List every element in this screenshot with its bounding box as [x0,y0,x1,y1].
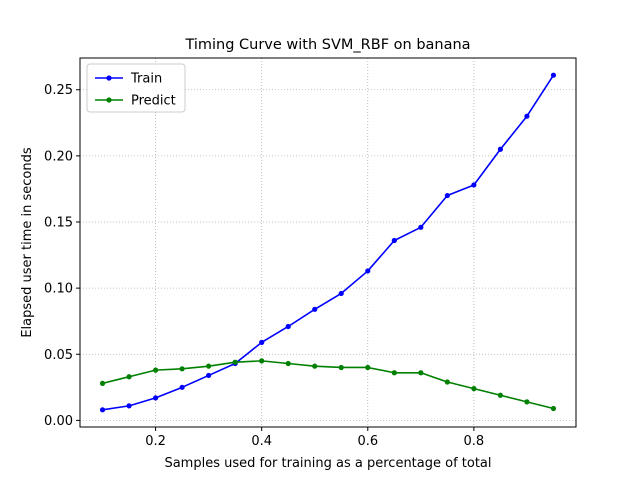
y-axis-label: Elapsed user time in seconds [20,147,35,338]
x-tick-label: 0.4 [251,434,272,449]
train-line [102,74,555,411]
train-point [179,384,185,390]
train-point [99,407,106,413]
legend-label: Train [130,72,162,87]
chart-title: Timing Curve with SVM_RBF on banana [184,37,470,53]
predict-point [312,363,318,369]
train-point [206,372,212,379]
legend-swatch-marker [106,75,112,81]
predict-point [232,359,238,365]
axes-frame [79,57,577,428]
train-point [497,146,504,152]
train-point [126,403,132,409]
legend: Train Predict [86,63,186,113]
predict-point [391,370,397,376]
train-point [365,268,371,274]
x-tick-label: 0.8 [464,434,485,449]
predict-point [179,366,185,372]
predict-point [152,367,159,373]
predict-point [285,360,291,367]
predict-point [418,370,424,376]
train-point [312,306,318,312]
predict-point [206,363,212,369]
legend-item-train: Train [95,72,162,87]
predict-point [338,364,344,371]
predict-point [99,380,106,386]
series-predict [99,358,557,412]
y-tick-label: 0.00 [44,414,73,429]
predict-point [497,392,504,398]
train-point [338,290,344,297]
train-point [391,237,397,244]
y-tick-label: 0.20 [44,149,73,164]
predict-point [126,374,132,380]
train-point [444,192,450,199]
y-tick-label: 0.10 [44,282,73,297]
train-point [524,113,530,119]
x-tick-label: 0.2 [145,434,166,449]
y-tick-label: 0.05 [44,348,73,363]
y-tick-label: 0.15 [44,216,73,231]
train-point [471,182,477,188]
legend-swatch-marker [106,97,112,103]
predict-point [471,386,477,392]
predict-point [365,364,371,371]
predict-point [259,358,265,364]
predict-point [550,405,557,412]
predict-point [444,379,450,385]
series-layer [99,72,557,413]
x-tick-label: 0.6 [357,434,378,449]
x-axis-label: Samples used for training as a percentag… [164,456,491,471]
train-point [418,224,424,230]
train-point [152,395,159,401]
predict-line [102,360,554,410]
legend-item-predict: Predict [95,94,176,109]
train-point [259,339,265,345]
train-point [550,72,557,78]
y-tick-label: 0.25 [44,83,73,98]
legend-label: Predict [131,94,176,109]
ticks-layer: 0.2 0.4 0.6 0.8 0.00 0.05 0.10 0.15 0.20 0.25 [44,83,484,449]
train-point [285,323,291,330]
predict-point [524,399,530,405]
